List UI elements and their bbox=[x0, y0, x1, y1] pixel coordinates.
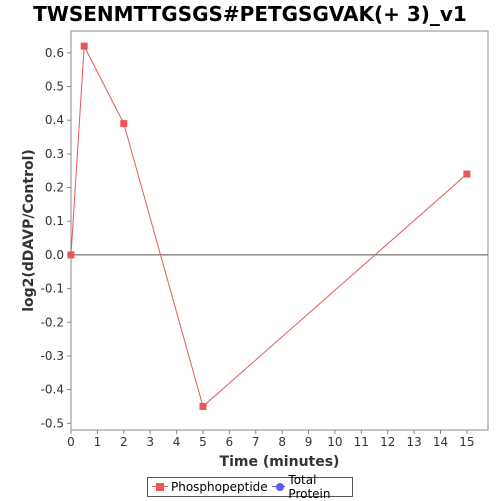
plot-area bbox=[70, 30, 489, 431]
x-tick-label: 10 bbox=[327, 435, 342, 449]
y-tick-label: 0.1 bbox=[45, 214, 64, 228]
data-point bbox=[120, 120, 128, 128]
x-tick-label: 7 bbox=[252, 435, 260, 449]
data-point bbox=[199, 402, 207, 410]
x-axis-label: Time (minutes) bbox=[220, 454, 340, 470]
y-tick-label: -0.4 bbox=[41, 383, 64, 397]
x-tick-label: 5 bbox=[199, 435, 207, 449]
x-tick-label: 15 bbox=[459, 435, 474, 449]
y-tick-label: 0.0 bbox=[45, 248, 64, 262]
x-tick-label: 14 bbox=[433, 435, 448, 449]
y-tick-label: -0.2 bbox=[41, 315, 64, 329]
x-tick-label: 11 bbox=[354, 435, 369, 449]
y-axis-label: log2(dDAVP/Control) bbox=[21, 149, 37, 312]
y-tick-label: 0.4 bbox=[45, 113, 64, 127]
x-tick-label: 0 bbox=[67, 435, 75, 449]
y-tick-label: 0.3 bbox=[45, 147, 64, 161]
legend-item-total-protein: Total Protein bbox=[271, 473, 352, 501]
legend: Phosphopeptide Total Protein bbox=[147, 473, 353, 501]
x-tick-label: 9 bbox=[305, 435, 313, 449]
y-tick-label: 0.5 bbox=[45, 80, 64, 94]
x-tick-label: 1 bbox=[94, 435, 102, 449]
y-tick-label: -0.1 bbox=[41, 282, 64, 296]
chart-plot: -0.5 -0.4 -0.3 -0.2 -0.1 0.0 0.1 0.2 0.3 0.4 0.5 0.… bbox=[21, 30, 489, 470]
legend-label-phosphopeptide: Phosphopeptide bbox=[171, 480, 268, 494]
legend-square-marker-icon bbox=[152, 482, 168, 492]
legend-label-total-protein: Total Protein bbox=[288, 473, 331, 501]
y-tick-label: -0.3 bbox=[41, 349, 64, 363]
x-tick-label: 12 bbox=[380, 435, 395, 449]
y-tick-label: 0.2 bbox=[45, 181, 64, 195]
x-tick-label: 6 bbox=[226, 435, 234, 449]
x-tick-label: 4 bbox=[173, 435, 181, 449]
data-point bbox=[67, 251, 75, 259]
data-point bbox=[80, 42, 88, 50]
data-point bbox=[463, 170, 471, 178]
y-tick-label: -0.5 bbox=[41, 416, 64, 430]
x-tick-label: 8 bbox=[278, 435, 286, 449]
legend-circle-marker-icon bbox=[271, 482, 286, 492]
x-tick-label: 2 bbox=[120, 435, 128, 449]
x-tick-label: 13 bbox=[406, 435, 421, 449]
x-tick-label: 3 bbox=[146, 435, 154, 449]
chart-title: TWSENMTTGSGS#PETGSGVAK(+ 3)_v1 bbox=[33, 2, 467, 26]
y-tick-label: 0.6 bbox=[45, 46, 64, 60]
legend-item-phosphopeptide: Phosphopeptide bbox=[152, 480, 268, 494]
